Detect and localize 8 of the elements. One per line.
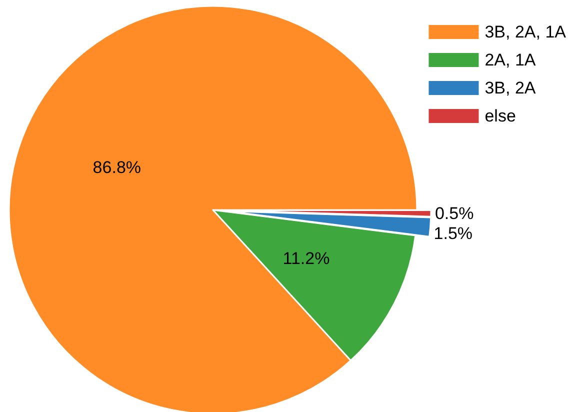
data-label: 0.5%: [434, 204, 474, 223]
data-label: 11.2%: [282, 248, 330, 268]
data-label: 86.8%: [92, 158, 141, 178]
legend-label: 3B, 2A: [484, 78, 536, 98]
legend-label: else: [484, 106, 516, 126]
data-label: 1.5%: [434, 224, 473, 243]
legend-label: 3B, 2A, 1A: [484, 22, 567, 42]
legend-label: 2A, 1A: [484, 50, 536, 70]
